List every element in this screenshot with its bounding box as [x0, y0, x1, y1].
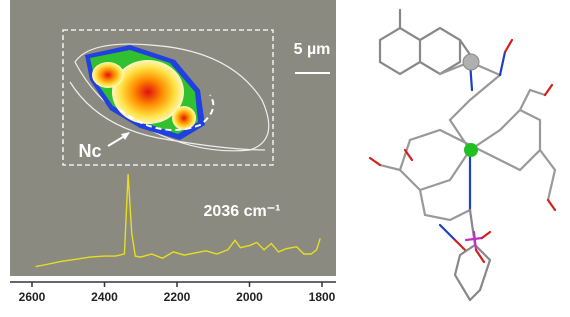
figure: 5 µm Nc 2036 cm⁻¹ 2600 2400 2200 2000 1800 — [0, 0, 570, 312]
heatmap-peak — [172, 106, 196, 130]
x-tick-label: 1800 — [309, 290, 336, 304]
nucleus-label: Nc — [78, 141, 101, 161]
metal-atom — [464, 143, 478, 157]
peak-label: 2036 cm⁻¹ — [204, 203, 281, 220]
heatmap-peak — [92, 62, 124, 88]
x-tick-label: 2600 — [19, 290, 46, 304]
x-tick-label: 2400 — [91, 290, 118, 304]
molecule — [370, 10, 555, 300]
page: {"chart_data": {"type": "line", "x": [25… — [0, 0, 570, 312]
scale-label: 5 µm — [294, 41, 331, 58]
x-tick-label: 2000 — [236, 290, 263, 304]
x-tick-label: 2200 — [164, 290, 191, 304]
micrograph — [10, 0, 336, 276]
metal-atom — [463, 54, 479, 70]
